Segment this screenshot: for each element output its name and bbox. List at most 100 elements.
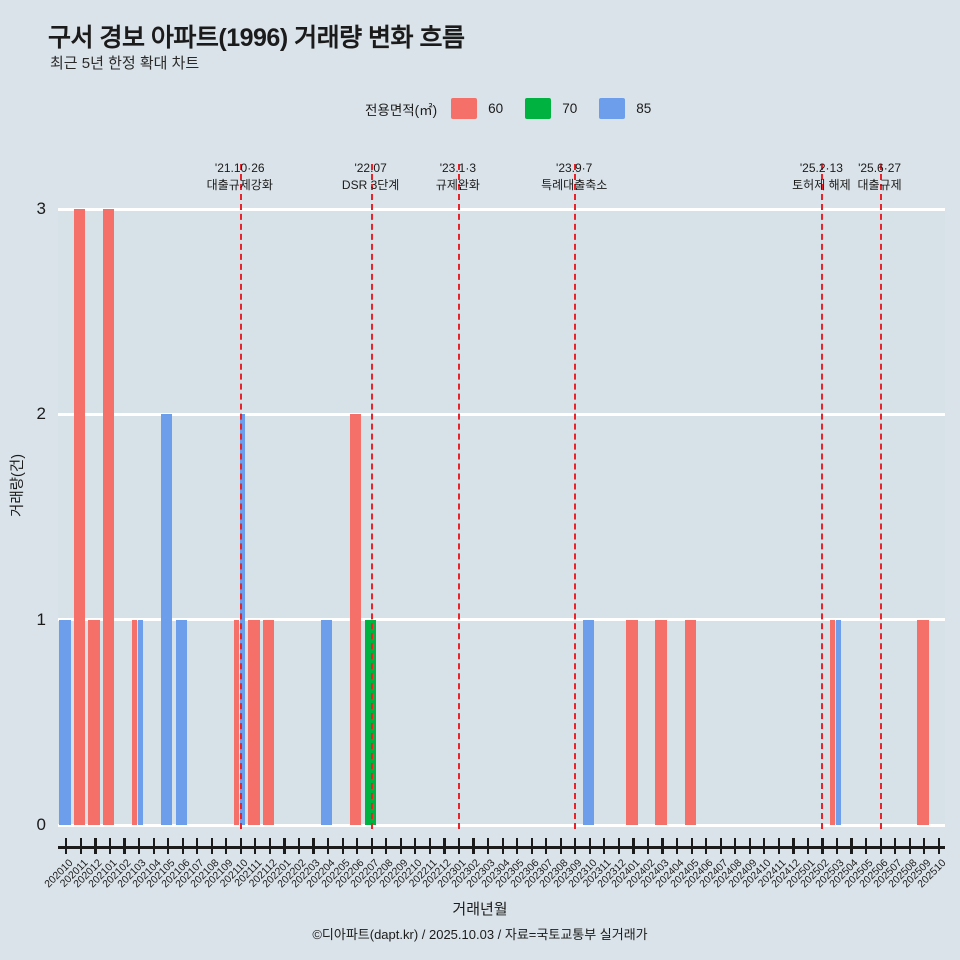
bar-202204-85[interactable] [321,619,333,825]
x-tick-202104 [152,838,155,854]
footer-credit: ©디아파트(dapt.kr) / 2025.10.03 / 자료=국토교통부 실… [312,927,648,942]
bar-202206-60[interactable] [350,414,362,825]
legend-swatch-70 [525,98,552,119]
bar-202403-60[interactable] [655,619,667,825]
x-tick-202408 [734,838,737,854]
event-label-202207: '22.07 DSR 3단계 [311,160,431,195]
event-desc-202110: 대출규제강화 [206,178,273,193]
legend-item-85[interactable]: 85 [599,98,665,119]
x-tick-202302 [472,838,475,854]
x-tick-202412 [792,838,795,854]
x-tick-202507 [894,838,897,854]
event-desc-202309: 특례대출축소 [541,178,608,193]
bar-202106-85[interactable] [175,619,187,825]
bar-202110-60[interactable] [233,619,240,825]
x-tick-202203 [312,838,315,854]
bar-202405-60[interactable] [684,619,696,825]
y-tick-label-3: 3 [36,199,46,218]
x-tick-202508 [908,838,911,854]
event-line-202301 [457,164,460,829]
event-label-202506: '25.6·27 대출규제 [820,160,940,195]
x-tick-202407 [719,838,722,854]
x-tick-202204 [327,838,330,854]
event-line-202207 [370,164,373,829]
event-date-202506: '25.6·27 [858,161,902,175]
legend-swatch-85 [599,98,626,119]
x-tick-202011 [79,838,82,854]
event-date-202502: '25.2·13 [799,161,843,175]
page-title: 구서 경보 아파트(1996) 거래량 변화 흐름 [48,24,465,52]
x-axis-label: 거래년월 [452,901,508,918]
x-tick-202509 [923,838,926,854]
event-desc-202207: DSR 3단계 [341,178,400,193]
bar-202111-60[interactable] [248,619,260,825]
x-tick-202306 [530,838,533,854]
x-tick-202107 [196,838,199,854]
bar-202103-85[interactable] [137,619,144,825]
x-tick-202205 [341,838,344,854]
x-tick-202101 [108,838,112,854]
bar-202103-60[interactable] [132,619,138,825]
x-tick-202112 [268,838,272,854]
x-tick-202501 [806,838,810,854]
x-tick-202202 [297,838,301,854]
legend-item-70[interactable]: 70 [525,98,591,119]
event-date-202301: '23.1·3 [439,161,477,175]
bar-202503-85[interactable] [835,619,842,825]
x-tick-202208 [385,838,388,854]
event-label-202309: '23.9·7 특례대출축소 [514,160,634,195]
bar-202401-60[interactable] [626,619,638,825]
event-line-202309 [574,164,577,829]
x-tick-202210 [414,838,417,854]
x-tick-202111 [254,838,257,854]
x-tick-202103 [137,838,141,854]
x-tick-202404 [675,838,679,854]
x-tick-202211 [428,838,431,854]
x-tick-202106 [181,838,184,854]
x-tick-202209 [399,838,402,854]
bar-202503-60[interactable] [829,619,836,825]
legend-item-60[interactable]: 60 [451,98,517,119]
x-tick-202110 [239,838,242,854]
legend: 전용면적(㎡) 60 70 85 [365,98,673,119]
bar-202101-60[interactable] [102,209,115,825]
x-tick-202308 [559,838,562,854]
x-tick-202304 [501,838,504,854]
x-tick-202309 [574,838,577,854]
bar-202010-85[interactable] [59,619,71,825]
event-line-202110 [239,164,242,829]
event-desc-202301: 규제완화 [435,178,480,193]
bar-202105-85[interactable] [161,414,173,825]
x-tick-202105 [167,838,170,854]
x-tick-202012 [94,838,97,854]
y-tick-label-0: 0 [36,815,46,834]
x-tick-202502 [821,838,824,854]
x-tick-202312 [617,838,620,854]
bar-202207-70[interactable] [364,619,376,825]
x-tick-202310 [588,838,591,854]
x-tick-202506 [879,838,882,854]
event-label-202502: '25.2·13 토허제 해제 [761,160,881,195]
bar-202509-60[interactable] [917,619,929,825]
y-tick-label-2: 2 [36,404,46,424]
plot-area [58,164,945,829]
bar-202110-85[interactable] [239,414,246,825]
x-tick-202409 [748,838,751,854]
gridline-2 [58,412,945,416]
legend-label-70: 70 [562,101,578,116]
page-subtitle: 최근 5년 한정 확대 차트 [50,55,200,72]
bar-202112-60[interactable] [262,619,275,825]
x-tick-202504 [850,838,853,854]
x-tick-202201 [283,838,286,854]
event-desc-202502: 토허제 해제 [792,178,851,193]
x-tick-202010 [65,838,68,854]
legend-label-60: 60 [488,101,504,116]
bar-202012-60[interactable] [88,619,100,825]
event-label-202301: '23.1·3 규제완화 [398,160,518,195]
gridline-1 [58,618,945,622]
x-tick-202411 [777,838,780,854]
x-tick-202403 [661,838,664,854]
x-tick-202402 [646,838,650,854]
bar-202310-85[interactable] [582,619,595,825]
bar-202011-60[interactable] [73,209,86,825]
